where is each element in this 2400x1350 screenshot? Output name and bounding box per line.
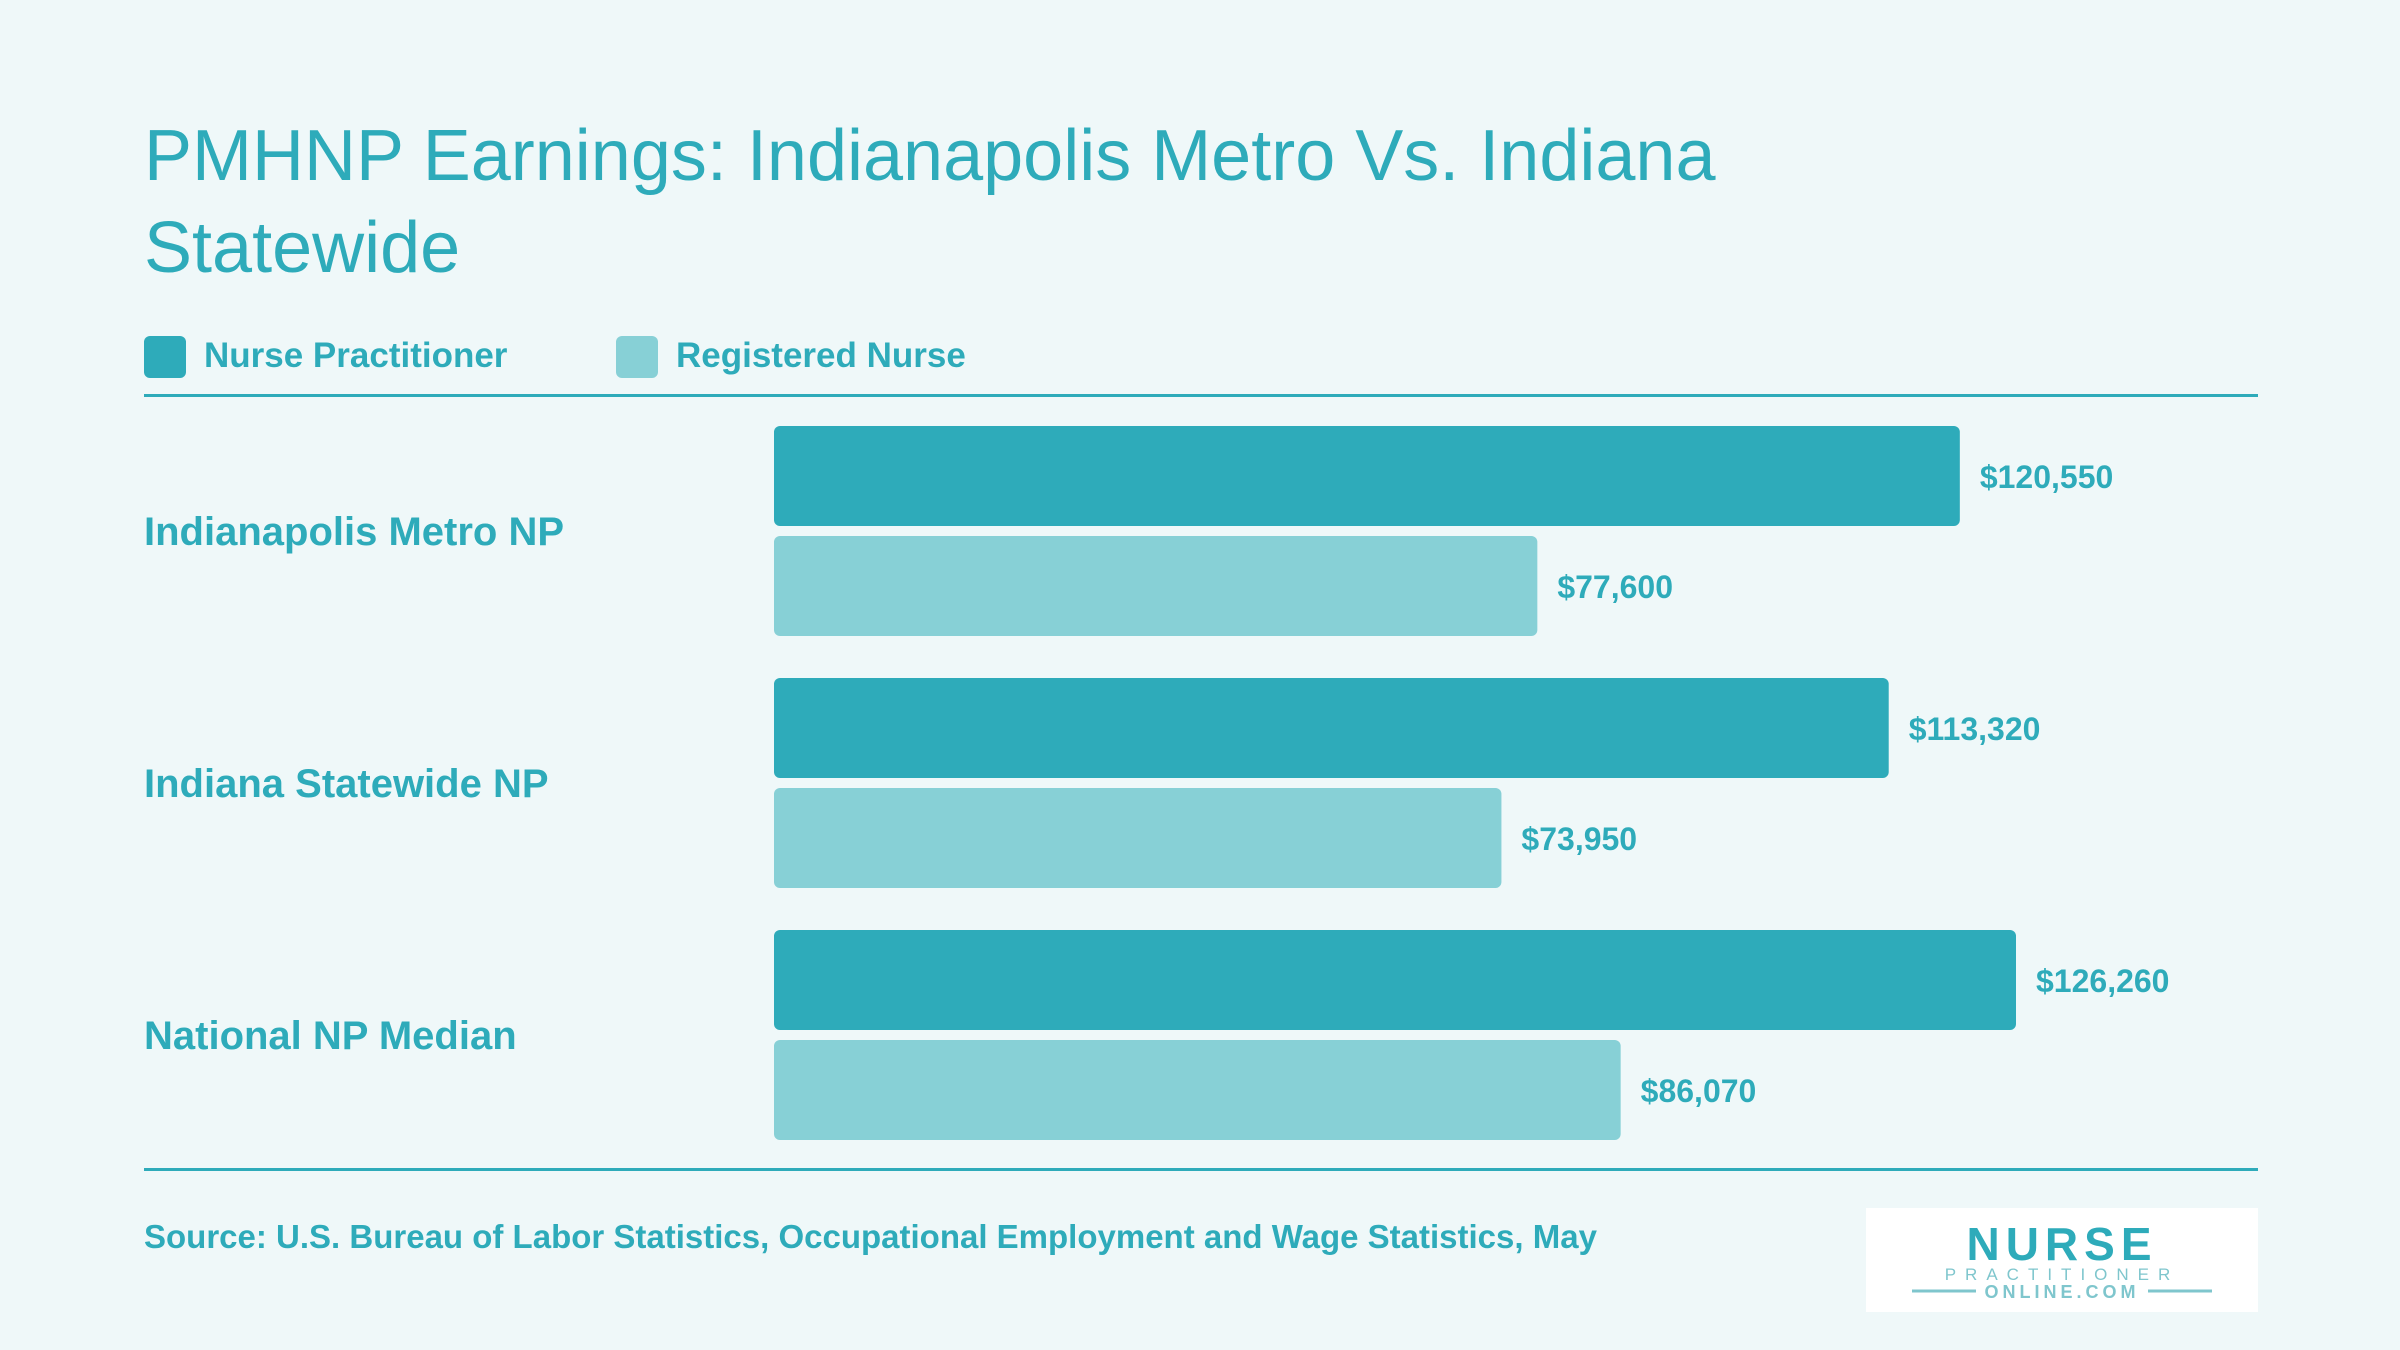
- bar-indiana-statewide-np-nurse-practitioner: [774, 678, 1889, 778]
- chart-title: PMHNP Earnings: Indianapolis Metro Vs. I…: [144, 116, 1716, 288]
- legend-label-nurse-practitioner: Nurse Practitioner: [204, 336, 508, 375]
- bar-indianapolis-metro-np-nurse-practitioner: [774, 426, 1960, 526]
- legend-swatch-registered-nurse: [616, 336, 658, 378]
- top-divider: [144, 394, 2258, 397]
- svg-text:ONLINE.COM: ONLINE.COM: [1985, 1282, 2140, 1302]
- svg-text:PRACTITIONER: PRACTITIONER: [1945, 1265, 2180, 1284]
- source-note: Source: U.S. Bureau of Labor Statistics,…: [144, 1218, 1597, 1255]
- value-label-national-np-median-registered-nurse: $86,070: [1641, 1073, 1757, 1109]
- value-label-indianapolis-metro-np-registered-nurse: $77,600: [1557, 569, 1673, 605]
- nurse-practitioner-online-logo: NURSE PRACTITIONER ONLINE.COM: [1866, 1208, 2258, 1312]
- category-label-indiana-statewide-np: Indiana Statewide NP: [144, 762, 549, 806]
- category-label-national-np-median: National NP Median: [144, 1014, 517, 1058]
- bottom-divider: [144, 1168, 2258, 1171]
- bar-indiana-statewide-np-registered-nurse: [774, 788, 1502, 888]
- value-label-national-np-median-nurse-practitioner: $126,260: [2036, 963, 2169, 999]
- bar-national-np-median-nurse-practitioner: [774, 930, 2016, 1030]
- value-label-indiana-statewide-np-registered-nurse: $73,950: [1521, 821, 1637, 857]
- value-label-indiana-statewide-np-nurse-practitioner: $113,320: [1909, 711, 2041, 747]
- svg-text:NURSE: NURSE: [1966, 1218, 2157, 1270]
- legend-label-registered-nurse: Registered Nurse: [676, 336, 966, 375]
- legend-swatch-nurse-practitioner: [144, 336, 186, 378]
- value-label-indianapolis-metro-np-nurse-practitioner: $120,550: [1980, 459, 2113, 495]
- category-label-indianapolis-metro-np: Indianapolis Metro NP: [144, 510, 564, 554]
- bar-indianapolis-metro-np-registered-nurse: [774, 536, 1538, 636]
- bar-national-np-median-registered-nurse: [774, 1040, 1621, 1140]
